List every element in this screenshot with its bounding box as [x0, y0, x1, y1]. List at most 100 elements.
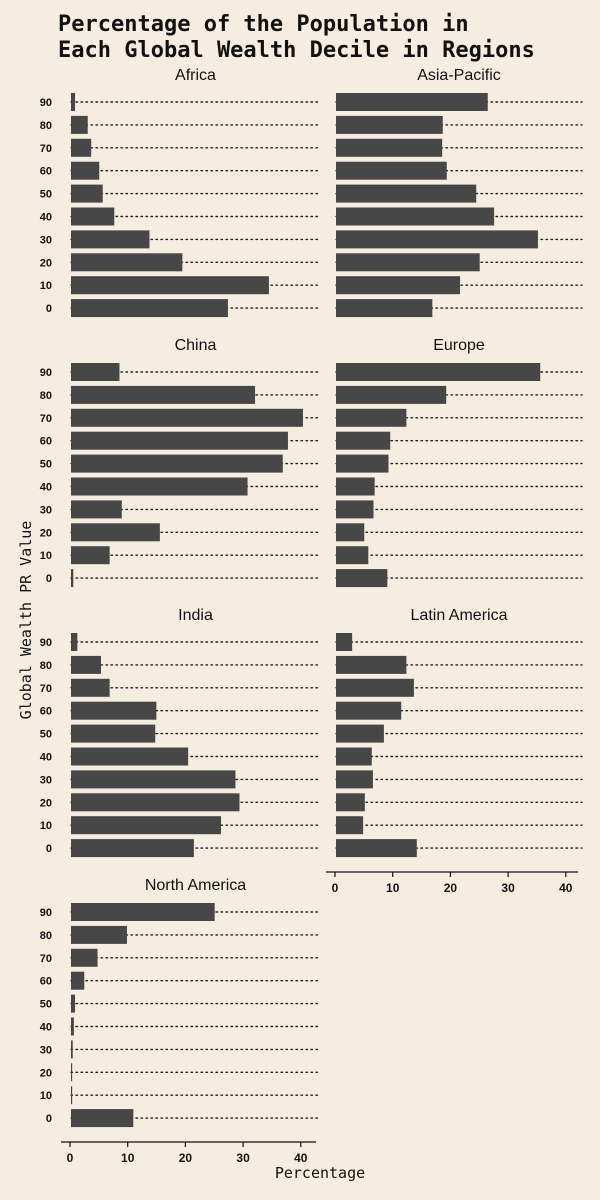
bar-north-america-50	[71, 994, 76, 1013]
bar-africa-30	[71, 230, 150, 249]
bar-china-80	[71, 385, 256, 404]
bar-europe-80	[336, 385, 447, 404]
ytick-india-60: 60	[40, 706, 52, 718]
bar-africa-60	[71, 161, 100, 180]
ytick-africa-10: 10	[40, 280, 52, 292]
bar-china-60	[71, 431, 288, 450]
bar-india-0	[71, 839, 194, 858]
x-tick-label-north-america-20: 20	[179, 1151, 193, 1165]
ytick-india-50: 50	[40, 729, 52, 741]
bar-north-america-30	[71, 1040, 73, 1059]
bar-china-70	[71, 408, 303, 427]
ytick-north-america-40: 40	[40, 1022, 52, 1034]
ytick-north-america-60: 60	[40, 976, 52, 988]
bar-europe-60	[336, 431, 391, 450]
ytick-china-40: 40	[40, 482, 52, 494]
bar-latin-america-90	[336, 633, 353, 651]
bar-china-0	[71, 569, 74, 588]
bar-china-40	[71, 477, 248, 496]
chart-title: Percentage of the Population in Each Glo…	[58, 12, 535, 63]
bar-asia-pacific-30	[336, 230, 538, 249]
x-tick-label-latin-america-10: 10	[386, 881, 400, 895]
ytick-china-80: 80	[40, 390, 52, 402]
ytick-north-america-90: 90	[40, 907, 52, 919]
bar-india-80	[71, 655, 102, 674]
ytick-africa-80: 80	[40, 120, 52, 132]
bar-asia-pacific-60	[336, 161, 447, 180]
bar-europe-0	[336, 569, 388, 588]
bar-africa-0	[71, 299, 228, 318]
x-tick-label-latin-america-30: 30	[501, 881, 515, 895]
bar-north-america-80	[71, 925, 127, 944]
ytick-north-america-10: 10	[40, 1090, 52, 1102]
bar-europe-50	[336, 454, 389, 473]
ytick-north-america-80: 80	[40, 930, 52, 942]
facet-title-europe: Europe	[433, 337, 485, 354]
ytick-india-70: 70	[40, 683, 52, 695]
bar-china-10	[71, 546, 110, 565]
bar-north-america-90	[71, 903, 215, 921]
ytick-north-america-50: 50	[40, 999, 52, 1011]
bar-asia-pacific-80	[336, 115, 443, 134]
ytick-africa-20: 20	[40, 257, 52, 269]
bar-north-america-20	[71, 1063, 73, 1082]
bar-africa-80	[71, 115, 88, 134]
ytick-china-50: 50	[40, 459, 52, 471]
ytick-africa-50: 50	[40, 189, 52, 201]
facet-title-africa: Africa	[175, 67, 216, 84]
ytick-india-80: 80	[40, 660, 52, 672]
bar-india-30	[71, 770, 236, 789]
ytick-india-20: 20	[40, 797, 52, 809]
ytick-china-10: 10	[40, 550, 52, 562]
bar-asia-pacific-20	[336, 253, 480, 272]
bar-asia-pacific-70	[336, 138, 443, 157]
ytick-africa-30: 30	[40, 234, 52, 246]
ytick-africa-90: 90	[40, 97, 52, 109]
ytick-north-america-0: 0	[46, 1113, 52, 1125]
bar-latin-america-0	[336, 839, 417, 858]
bar-north-america-60	[71, 971, 85, 990]
x-tick-label-north-america-10: 10	[121, 1151, 135, 1165]
ytick-india-90: 90	[40, 637, 52, 649]
bar-latin-america-80	[336, 655, 407, 674]
ytick-africa-0: 0	[46, 303, 52, 315]
bar-europe-40	[336, 477, 375, 496]
bar-latin-america-40	[336, 747, 372, 766]
bar-india-70	[71, 678, 110, 697]
facet-title-asia-pacific: Asia-Pacific	[417, 67, 501, 84]
bar-africa-20	[71, 253, 183, 272]
ytick-china-30: 30	[40, 504, 52, 516]
ytick-africa-40: 40	[40, 212, 52, 224]
bar-asia-pacific-50	[336, 184, 477, 203]
bar-europe-10	[336, 546, 369, 565]
bar-latin-america-60	[336, 701, 402, 720]
bar-latin-america-70	[336, 678, 414, 697]
bar-africa-50	[71, 184, 103, 203]
ytick-india-30: 30	[40, 774, 52, 786]
bar-china-90	[71, 363, 120, 381]
bar-latin-america-30	[336, 770, 373, 789]
ytick-china-60: 60	[40, 436, 52, 448]
bar-china-30	[71, 500, 122, 519]
bar-europe-70	[336, 408, 407, 427]
bar-india-60	[71, 701, 157, 720]
x-axis-label: Percentage	[275, 1164, 365, 1182]
bar-asia-pacific-10	[336, 276, 461, 295]
ytick-africa-70: 70	[40, 143, 52, 155]
bar-china-20	[71, 523, 160, 542]
ytick-india-10: 10	[40, 820, 52, 832]
ytick-china-20: 20	[40, 527, 52, 539]
facet-title-north-america: North America	[145, 877, 246, 894]
bar-europe-90	[336, 363, 541, 381]
bar-india-10	[71, 816, 222, 835]
bar-india-40	[71, 747, 189, 766]
bar-north-america-0	[71, 1109, 134, 1128]
x-tick-label-latin-america-40: 40	[559, 881, 573, 895]
ytick-india-0: 0	[46, 843, 52, 855]
ytick-china-0: 0	[46, 573, 52, 585]
facet-title-latin-america: Latin America	[411, 607, 508, 624]
facet-title-india: India	[178, 607, 213, 624]
bar-north-america-10	[71, 1086, 73, 1105]
ytick-china-70: 70	[40, 413, 52, 425]
bar-europe-20	[336, 523, 365, 542]
